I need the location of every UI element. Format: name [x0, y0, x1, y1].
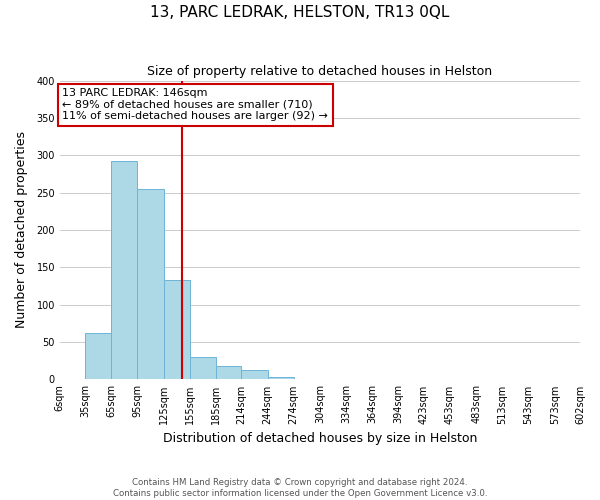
Bar [241, 370, 268, 380]
Bar [85, 333, 112, 380]
Bar [268, 377, 294, 380]
Bar [216, 366, 241, 380]
Y-axis label: Number of detached properties: Number of detached properties [15, 132, 28, 328]
Bar [164, 280, 190, 380]
Bar [137, 189, 164, 380]
Title: Size of property relative to detached houses in Helston: Size of property relative to detached ho… [148, 65, 493, 78]
Bar [190, 357, 216, 380]
X-axis label: Distribution of detached houses by size in Helston: Distribution of detached houses by size … [163, 432, 477, 445]
Bar [450, 378, 476, 380]
Text: 13, PARC LEDRAK, HELSTON, TR13 0QL: 13, PARC LEDRAK, HELSTON, TR13 0QL [151, 5, 449, 20]
Text: 13 PARC LEDRAK: 146sqm
← 89% of detached houses are smaller (710)
11% of semi-de: 13 PARC LEDRAK: 146sqm ← 89% of detached… [62, 88, 328, 121]
Text: Contains HM Land Registry data © Crown copyright and database right 2024.
Contai: Contains HM Land Registry data © Crown c… [113, 478, 487, 498]
Bar [112, 162, 137, 380]
